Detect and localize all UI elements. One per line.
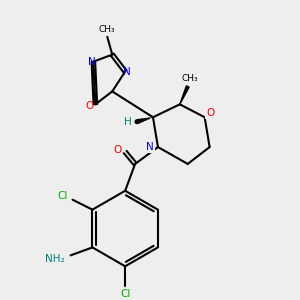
Text: O: O	[85, 101, 94, 111]
Polygon shape	[180, 86, 189, 104]
Text: O: O	[113, 145, 121, 155]
Text: H: H	[124, 117, 132, 127]
Text: CH₃: CH₃	[182, 74, 198, 83]
Text: O: O	[206, 108, 215, 118]
Text: CH₃: CH₃	[99, 25, 116, 34]
Text: N: N	[146, 142, 154, 152]
Text: N: N	[123, 67, 131, 76]
Text: Cl: Cl	[58, 191, 68, 201]
Text: Cl: Cl	[120, 289, 130, 299]
Text: N: N	[88, 57, 95, 67]
Text: NH₂: NH₂	[45, 254, 64, 264]
